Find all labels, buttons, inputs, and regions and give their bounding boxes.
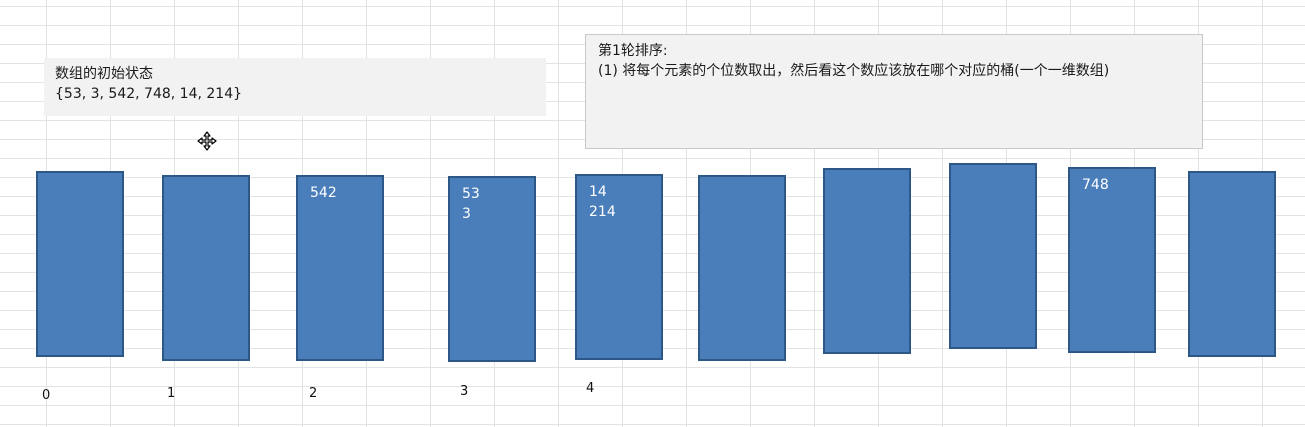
round-one-title: 第1轮排序: xyxy=(598,43,668,59)
bucket-8[interactable]: 748 xyxy=(1068,167,1156,353)
bucket-value: 53 xyxy=(462,186,480,202)
bucket-0[interactable] xyxy=(36,171,124,357)
bucket-value: 3 xyxy=(462,206,471,222)
bucket-1[interactable] xyxy=(162,175,250,361)
bucket-index-label: 1 xyxy=(167,386,176,401)
bucket-6[interactable] xyxy=(823,168,911,354)
bucket-index-label: 2 xyxy=(309,386,318,401)
bucket-9[interactable] xyxy=(1188,171,1276,357)
initial-state-textbox[interactable]: 数组的初始状态 {53, 3, 542, 748, 14, 214} xyxy=(44,58,546,116)
initial-array-text: {53, 3, 542, 748, 14, 214} xyxy=(55,86,243,102)
bucket-3[interactable]: 53 3 xyxy=(448,176,536,362)
bucket-value: 542 xyxy=(310,185,337,201)
round-one-textbox[interactable]: 第1轮排序: (1) 将每个元素的个位数取出，然后看这个数应该放在哪个对应的桶(… xyxy=(585,34,1203,149)
bucket-index-label: 0 xyxy=(42,388,51,403)
bucket-value: 214 xyxy=(589,204,616,220)
bucket-2[interactable]: 542 xyxy=(296,175,384,361)
bucket-value: 748 xyxy=(1082,177,1109,193)
bucket-4[interactable]: 14 214 xyxy=(575,174,663,360)
bucket-index-label: 3 xyxy=(460,384,469,399)
move-cursor-icon xyxy=(197,131,217,151)
bucket-value: 14 xyxy=(589,184,607,200)
initial-state-title: 数组的初始状态 xyxy=(55,66,153,82)
bucket-index-label: 4 xyxy=(586,381,595,396)
bucket-7[interactable] xyxy=(949,163,1037,349)
bucket-5[interactable] xyxy=(698,175,786,361)
round-one-step-text: (1) 将每个元素的个位数取出，然后看这个数应该放在哪个对应的桶(一个一维数组) xyxy=(598,63,1110,79)
